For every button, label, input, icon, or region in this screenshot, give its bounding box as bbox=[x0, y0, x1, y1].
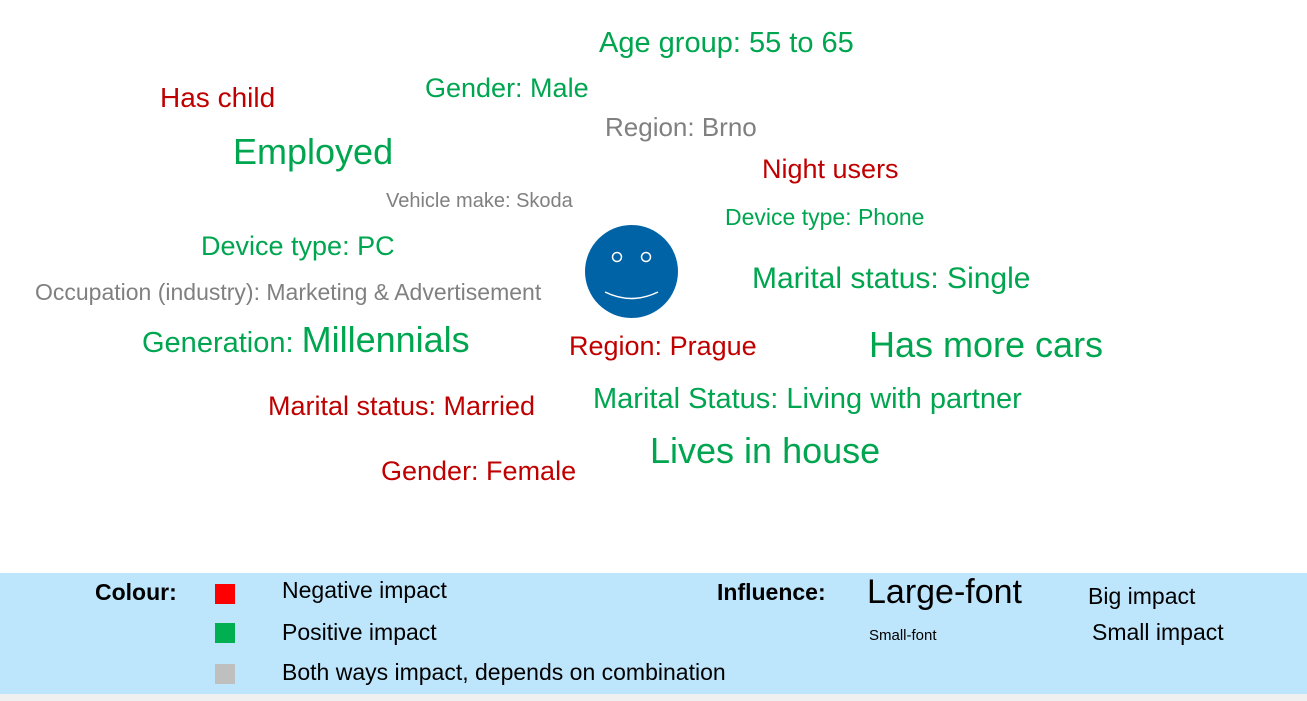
word-device-pc: Device type: PC bbox=[201, 231, 395, 261]
legend-colour-heading: Colour: bbox=[95, 579, 177, 605]
word-employed: Employed bbox=[233, 131, 394, 172]
legend-influence-heading: Influence: bbox=[717, 579, 826, 605]
legend-large-font-sample: Large-font bbox=[867, 573, 1022, 611]
word-gender-female: Gender: Female bbox=[381, 456, 577, 486]
legend-negative-label: Negative impact bbox=[282, 577, 447, 603]
word-region-prague: Region: Prague bbox=[569, 331, 757, 361]
legend-positive-label: Positive impact bbox=[282, 619, 437, 645]
word-age-group: Age group: 55 to 65 bbox=[599, 27, 854, 59]
word-vehicle-make: Vehicle make: Skoda bbox=[386, 190, 573, 212]
word-has-more-cars: Has more cars bbox=[869, 324, 1104, 365]
legend-panel: Colour: Negative impact Positive impact … bbox=[0, 573, 1307, 694]
smiley-left-eye bbox=[611, 251, 623, 263]
legend-big-impact-label: Big impact bbox=[1088, 583, 1196, 609]
word-region-brno: Region: Brno bbox=[605, 112, 757, 142]
smiley-face-circle bbox=[585, 225, 678, 318]
word-occupation: Occupation (industry): Marketing & Adver… bbox=[35, 279, 542, 305]
swatch-both bbox=[215, 664, 235, 684]
word-device-phone: Device type: Phone bbox=[725, 204, 925, 230]
legend-small-font-sample: Small-font bbox=[869, 627, 937, 644]
legend-both-label: Both ways impact, depends on combination bbox=[282, 659, 726, 685]
word-gender-male: Gender: Male bbox=[425, 73, 589, 103]
smiley-face-icon bbox=[585, 225, 678, 318]
word-lives-in-house: Lives in house bbox=[650, 430, 881, 471]
word-generation-value: Millennials bbox=[301, 319, 470, 360]
word-has-child: Has child bbox=[160, 82, 276, 113]
word-marital-married: Marital status: Married bbox=[268, 391, 536, 421]
legend-bottom-strip bbox=[0, 694, 1307, 701]
word-generation: Generation: Millennials bbox=[142, 322, 470, 358]
swatch-positive bbox=[215, 623, 235, 643]
word-night-users: Night users bbox=[762, 154, 899, 184]
word-generation-prefix: Generation: bbox=[142, 327, 302, 359]
word-marital-single: Marital status: Single bbox=[752, 262, 1031, 295]
word-marital-partner: Marital Status: Living with partner bbox=[593, 383, 1022, 415]
legend-small-impact-label: Small impact bbox=[1092, 619, 1224, 645]
smiley-right-eye bbox=[640, 251, 652, 263]
smiley-mouth bbox=[604, 291, 659, 300]
swatch-negative bbox=[215, 584, 235, 604]
